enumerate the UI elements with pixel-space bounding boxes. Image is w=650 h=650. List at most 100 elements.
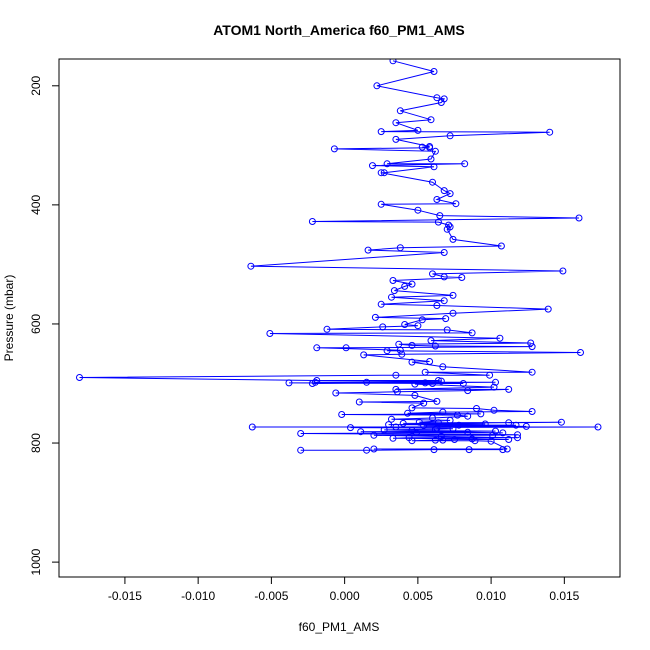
data-point	[449, 291, 457, 299]
data-point	[383, 347, 391, 355]
data-point	[449, 235, 457, 243]
data-point	[412, 429, 420, 437]
x-tick-label: -0.005	[254, 589, 288, 603]
data-point	[496, 334, 504, 342]
data-point	[546, 128, 554, 136]
data-point	[392, 371, 400, 379]
data-point	[436, 212, 444, 220]
data-point	[433, 397, 441, 405]
data-point	[446, 190, 454, 198]
data-point	[433, 302, 441, 309]
data-point	[528, 343, 536, 351]
x-tick-label: -0.010	[181, 589, 215, 603]
y-tick-label: 600	[29, 314, 43, 334]
data-point	[369, 162, 376, 170]
data-point	[434, 218, 442, 226]
data-point	[421, 379, 429, 387]
data-point	[426, 144, 434, 152]
data-point	[414, 206, 422, 214]
data-point	[490, 383, 498, 391]
data-point	[338, 411, 346, 418]
x-tick-label: -0.015	[108, 589, 142, 603]
data-point	[512, 421, 520, 429]
data-point	[388, 415, 395, 423]
data-point	[373, 82, 381, 90]
data-point	[313, 344, 321, 352]
data-point	[433, 94, 441, 102]
data-point	[559, 267, 567, 275]
data-point	[468, 329, 476, 337]
data-point	[437, 433, 445, 440]
data-point	[429, 270, 436, 278]
data-point	[247, 262, 255, 270]
data-point	[332, 389, 340, 397]
data-point	[389, 59, 397, 65]
data-point	[505, 436, 513, 443]
data-point	[442, 315, 450, 323]
data-point	[420, 422, 428, 430]
data-point	[415, 418, 423, 426]
data-point	[445, 221, 453, 229]
data-point	[464, 412, 472, 420]
data-point	[330, 145, 338, 153]
data-point	[380, 169, 388, 177]
data-point	[308, 218, 316, 225]
data-point	[380, 426, 388, 434]
y-tick-label: 400	[29, 195, 43, 215]
data-point	[411, 391, 419, 399]
data-point	[461, 160, 469, 168]
data-point	[421, 368, 429, 376]
data-point	[248, 423, 256, 431]
data-point	[430, 446, 438, 454]
data-point	[477, 410, 485, 418]
data-point	[514, 434, 521, 442]
data-point	[355, 398, 363, 406]
data-point	[392, 119, 400, 127]
data-point	[439, 363, 447, 371]
data-point	[440, 297, 448, 305]
data-point	[505, 419, 513, 427]
data-point	[401, 282, 409, 290]
data-point	[455, 421, 463, 429]
x-axis: -0.015 -0.010 -0.005 0.000 0.005 0.010 0.015	[108, 577, 580, 603]
data-point	[390, 287, 398, 295]
plot-frame	[58, 58, 621, 578]
data-point	[522, 422, 530, 430]
data-point	[431, 147, 439, 155]
data-point	[408, 341, 416, 349]
data-point	[451, 436, 458, 443]
data-point	[411, 380, 419, 388]
data-point	[430, 163, 438, 171]
data-point	[427, 155, 435, 163]
data-point	[437, 377, 445, 385]
data-point	[392, 135, 400, 143]
data-point	[408, 437, 416, 445]
data-point	[76, 374, 83, 381]
data-point	[431, 436, 439, 444]
data-point	[389, 277, 397, 284]
y-axis-label: Pressure (mbar)	[2, 275, 16, 362]
data-point	[266, 330, 274, 337]
data-point	[385, 421, 393, 429]
data-point	[449, 309, 457, 317]
data-point	[452, 200, 460, 208]
data-point	[414, 126, 422, 134]
data-point	[377, 128, 385, 136]
data-point	[453, 411, 461, 419]
data-point	[408, 358, 416, 366]
y-axis: 200 400 600 800 1000	[29, 75, 59, 575]
data-point	[360, 351, 368, 359]
data-point	[440, 249, 448, 256]
y-tick-label: 800	[29, 433, 43, 453]
data-point	[364, 246, 372, 254]
data-point	[433, 196, 441, 203]
data-point	[440, 187, 448, 195]
data-point	[465, 446, 473, 454]
data-point	[505, 385, 513, 393]
data-point	[396, 244, 404, 252]
data-point	[371, 313, 379, 321]
data-point	[383, 160, 391, 168]
data-point	[544, 305, 552, 313]
data-point	[499, 446, 507, 454]
data-point	[431, 425, 439, 433]
